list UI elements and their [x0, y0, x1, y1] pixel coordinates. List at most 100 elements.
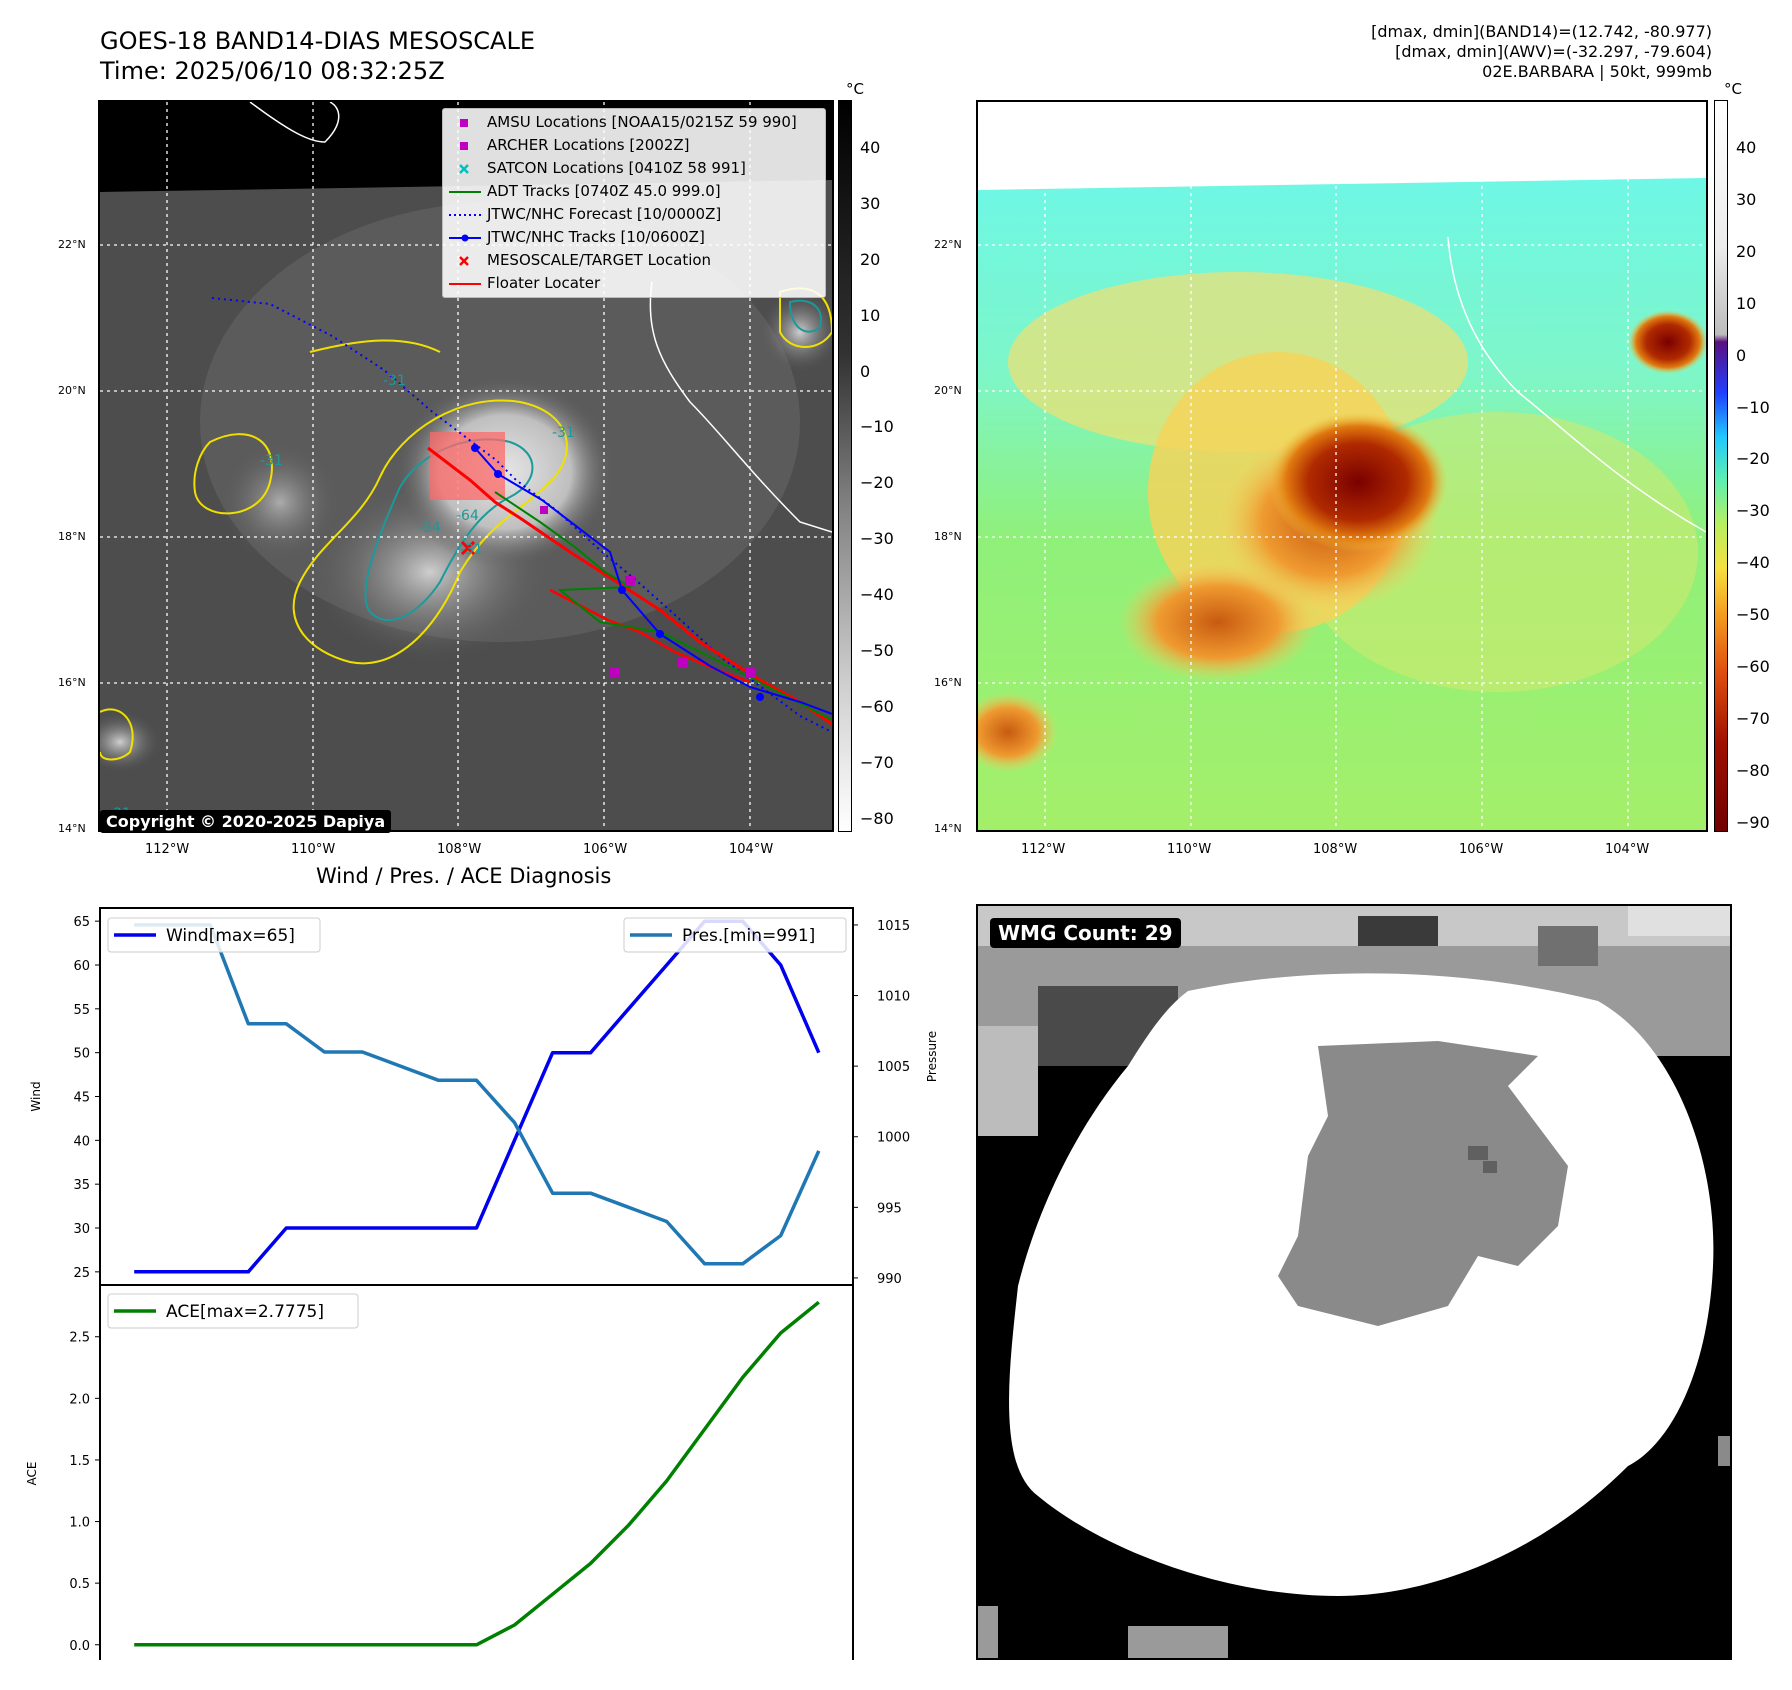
wind-legend-label: Wind[max=65]: [166, 926, 295, 946]
contour-label: -31: [460, 542, 483, 558]
left-colorbar-tick: 30: [860, 193, 881, 213]
right-lon-label: 106°W: [1459, 842, 1504, 857]
wind-tick-label: 50: [73, 1047, 90, 1062]
left-colorbar-tick: −10: [860, 417, 894, 437]
left-colorbar-tick: 20: [860, 249, 881, 269]
info-line-1: [dmax, dmin](BAND14)=(12.742, -80.977): [1371, 22, 1712, 41]
wind-tick-label: 35: [73, 1178, 90, 1193]
legend-adt-marker: [449, 190, 481, 193]
legend-archer: ARCHER Locations [2002Z]: [443, 134, 690, 156]
right-colorbar-tick: 0: [1736, 345, 1747, 365]
legend-forecast-label: JTWC/NHC Forecast [10/0000Z]: [487, 205, 722, 223]
ace-frame: [99, 1284, 854, 1660]
right-lon-label: 110°W: [1167, 842, 1212, 857]
storm-info: [dmax, dmin](BAND14)=(12.742, -80.977) […: [1371, 22, 1712, 82]
legend-archer-marker: [460, 141, 468, 150]
left-lon-label: 106°W: [583, 842, 628, 857]
right-colorbar-tick: −50: [1736, 605, 1770, 625]
legend-adt: ADT Tracks [0740Z 45.0 999.0]: [443, 180, 721, 202]
ace-tick-label: 1.5: [69, 1454, 90, 1469]
left-colorbar-tick: −70: [860, 752, 894, 772]
right-colorbar-tick: −60: [1736, 657, 1770, 677]
ace-legend-box: [107, 1293, 359, 1329]
legend-amsu: AMSU Locations [NOAA15/0215Z 59 990]: [443, 111, 797, 133]
ace-tick-label: 2.0: [69, 1392, 90, 1407]
right-colorbar-tick: −80: [1736, 760, 1770, 780]
right-lon-label: 112°W: [1021, 842, 1066, 857]
pressure-tick-label: 1000: [877, 1131, 910, 1146]
left-lon-label: 112°W: [145, 842, 190, 857]
legend-satcon-marker: [459, 163, 469, 174]
info-line-3: 02E.BARBARA | 50kt, 999mb: [1482, 62, 1712, 81]
legend-floater: Floater Locater: [443, 272, 600, 294]
ace-tick-label: 2.5: [69, 1331, 90, 1346]
legend-floater-label: Floater Locater: [487, 274, 601, 292]
legend-floater-marker: [449, 282, 481, 285]
ace-legend-label: ACE[max=2.7775]: [166, 1302, 324, 1322]
right-colorbar-tick: 20: [1736, 241, 1757, 261]
diagnosis-chart: 25 30 35 40 45 50 55 60 65 Wind 990 995 1000 1005 1010…: [25, 907, 939, 1660]
pressure-axis-label: Pressure: [925, 1031, 939, 1082]
diagnosis-title: Wind / Pres. / ACE Diagnosis: [316, 864, 612, 888]
figure-title: GOES-18 BAND14-DIAS MESOSCALE Time: 2025…: [100, 26, 535, 86]
pressure-tick-label: 995: [877, 1201, 902, 1216]
left-colorbar-tick: −40: [860, 585, 894, 605]
contour-label: -64: [456, 508, 479, 524]
wind-axis-label: Wind: [29, 1081, 43, 1111]
right-colorbar-tick: −10: [1736, 397, 1770, 417]
pressure-tick-label: 1015: [877, 919, 910, 934]
wmg-panel: [976, 904, 1732, 1660]
left-colorbar-tick: 10: [860, 305, 881, 325]
legend-amsu-label: AMSU Locations [NOAA15/0215Z 59 990]: [487, 113, 797, 131]
ace-tick-label: 1.0: [69, 1516, 90, 1531]
contour-label: -31: [383, 373, 406, 389]
info-line-2: [dmax, dmin](AWV)=(-32.297, -79.604): [1395, 42, 1712, 61]
pressure-legend-box: [623, 917, 847, 953]
wind-tick-label: 45: [73, 1091, 90, 1106]
right-colorbar-unit: °C: [1724, 80, 1742, 98]
left-colorbar-tick: −80: [860, 808, 894, 828]
right-lon-label: 104°W: [1605, 842, 1650, 857]
wind-legend-box: [107, 917, 321, 953]
left-lon-label: 104°W: [729, 842, 774, 857]
left-lat-label: 20°N: [58, 384, 86, 397]
right-lat-label: 14°N: [934, 822, 962, 835]
ace-tick-label: 0.5: [69, 1577, 90, 1592]
legend-amsu-marker: [460, 118, 468, 127]
ace-axis-label: ACE: [25, 1462, 39, 1486]
track-legend: AMSU Locations [NOAA15/0215Z 59 990] ARC…: [442, 108, 826, 298]
wind-tick-label: 40: [73, 1134, 90, 1149]
right-colorbar: [1714, 100, 1728, 832]
pressure-legend-label: Pres.[min=991]: [682, 926, 815, 946]
pressure-tick-label: 1010: [877, 990, 910, 1005]
right-colorbar-tick: −20: [1736, 449, 1770, 469]
pressure-series-line: [134, 923, 821, 1266]
title-line-2: Time: 2025/06/10 08:32:25Z: [100, 57, 445, 85]
wmg-count-label: WMG Count: 29: [990, 918, 1181, 948]
legend-tracks-label: JTWC/NHC Tracks [10/0600Z]: [487, 228, 705, 246]
title-line-1: GOES-18 BAND14-DIAS MESOSCALE: [100, 27, 536, 55]
legend-archer-label: ARCHER Locations [2002Z]: [487, 136, 690, 154]
copyright-label: Copyright © 2020-2025 Dapiya: [100, 810, 392, 833]
legend-forecast: JTWC/NHC Forecast [10/0000Z]: [443, 203, 721, 225]
left-colorbar-tick: −20: [860, 473, 894, 493]
right-lat-label: 20°N: [934, 384, 962, 397]
awv-map-image: [978, 102, 1706, 830]
legend-target-marker: [459, 255, 469, 266]
awv-map-panel: [976, 100, 1708, 832]
left-lat-label: 18°N: [58, 530, 86, 543]
legend-satcon: SATCON Locations [0410Z 58 991]: [443, 157, 746, 179]
ace-tick-label: 0.0: [69, 1639, 90, 1654]
right-lat-label: 22°N: [934, 238, 962, 251]
legend-target: MESOSCALE/TARGET Location: [443, 249, 711, 271]
left-colorbar-tick: −30: [860, 529, 894, 549]
ir-map-panel: -31 -31 -64 -54 -31 -31 -31: [98, 100, 834, 832]
legend-adt-label: ADT Tracks [0740Z 45.0 999.0]: [487, 182, 721, 200]
left-colorbar-tick: 40: [860, 138, 881, 157]
left-colorbar: [838, 100, 852, 832]
contour-label: -31: [552, 425, 575, 441]
pressure-tick-label: 1005: [877, 1060, 910, 1075]
ace-series-line: [134, 1300, 820, 1647]
right-colorbar-tick: −90: [1736, 812, 1770, 832]
left-colorbar-tick: −50: [860, 640, 894, 660]
